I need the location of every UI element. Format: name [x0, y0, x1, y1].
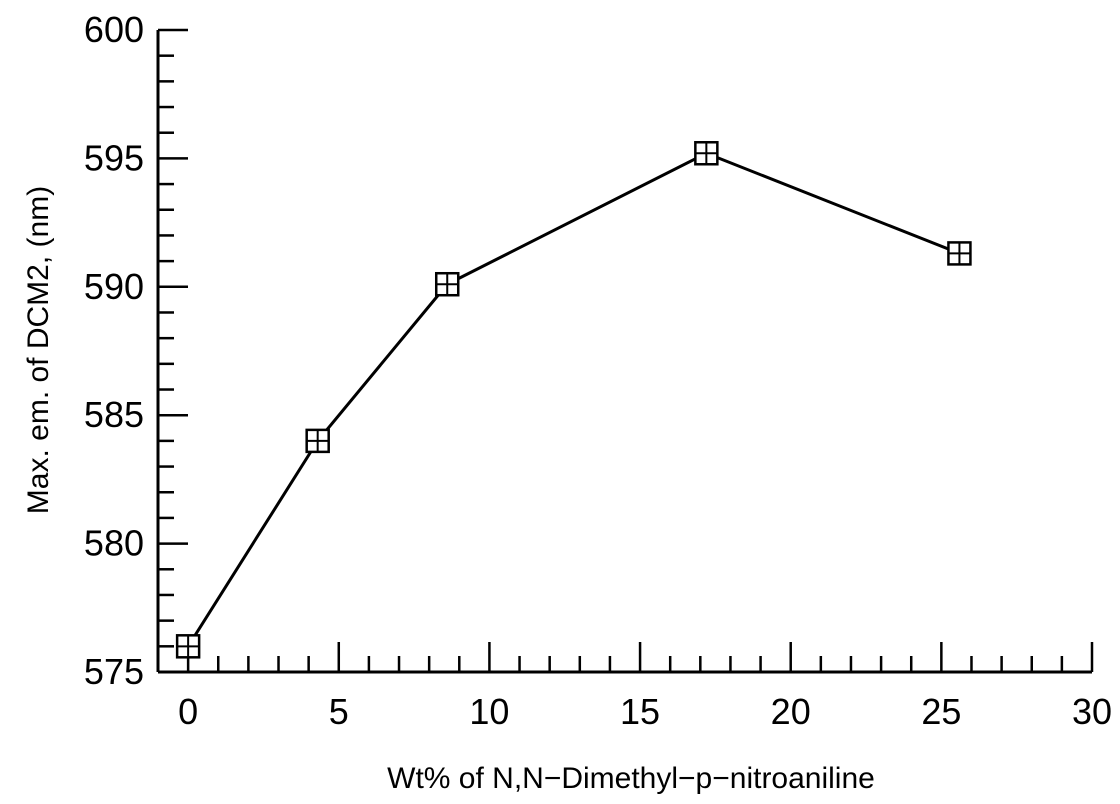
y-tick-label: 585 [84, 394, 144, 435]
y-tick-label: 580 [84, 523, 144, 564]
x-tick-label: 25 [921, 691, 961, 732]
x-tick-label: 10 [469, 691, 509, 732]
x-axis-label: Wt% of N,N−Dimethyl−p−nitroaniline [387, 762, 875, 795]
data-point-marker [947, 241, 972, 266]
y-tick-label: 590 [84, 266, 144, 307]
y-tick-label: 575 [84, 651, 144, 692]
x-tick-label: 0 [178, 691, 198, 732]
x-tick-label: 20 [771, 691, 811, 732]
y-tick-label: 595 [84, 137, 144, 178]
series-line [186, 151, 960, 648]
x-tick-label: 15 [620, 691, 660, 732]
x-tick-label: 30 [1072, 691, 1112, 732]
y-tick-label: 600 [84, 9, 144, 50]
x-axis-ticks: 0 5 10 15 20 25 30 [178, 642, 1112, 732]
data-point-marker [434, 271, 460, 297]
axes [156, 30, 1092, 674]
data-point-marker [694, 141, 719, 166]
data-point-marker [305, 428, 330, 454]
y-axis-ticks: 575 580 585 590 595 600 [84, 9, 188, 692]
y-axis-label: Max. em. of DCM2, (nm) [22, 186, 55, 514]
series-layer [175, 141, 972, 659]
data-point-marker [175, 634, 201, 659]
x-tick-label: 5 [329, 691, 349, 732]
